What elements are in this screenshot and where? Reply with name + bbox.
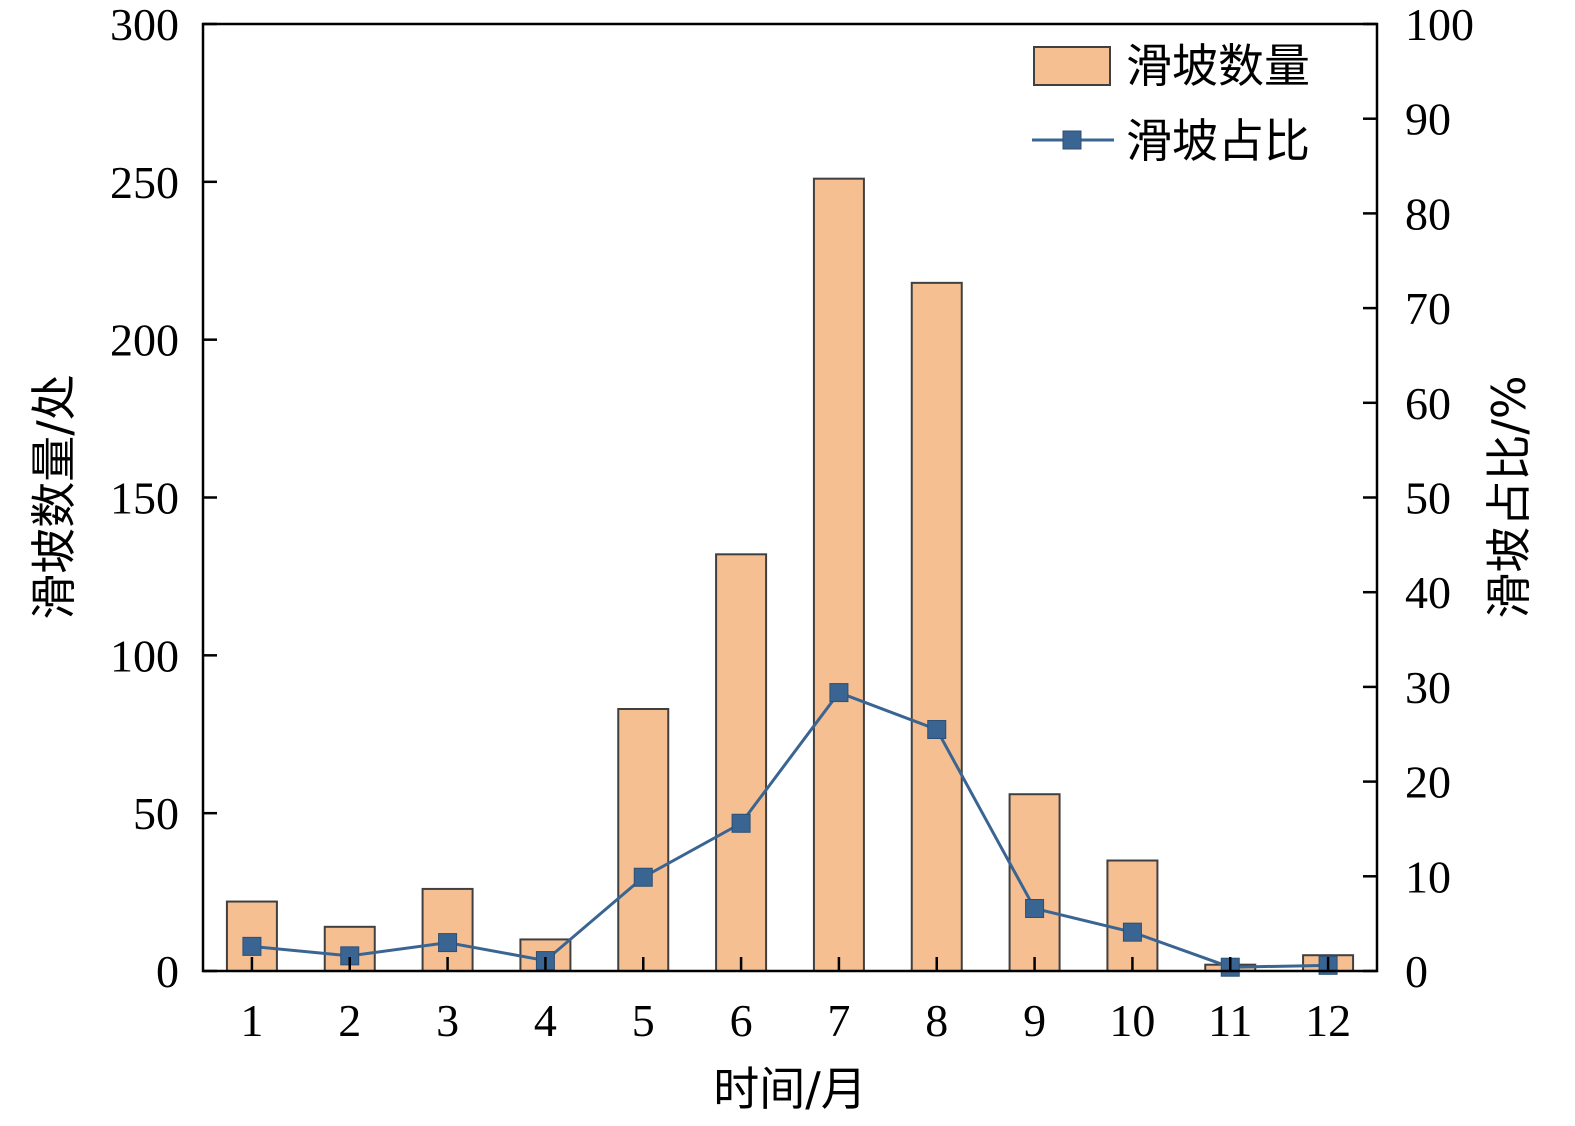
right-tick-label: 10 [1405, 851, 1451, 902]
bars-layer [225, 177, 1355, 973]
ratio-line [251, 690, 1329, 969]
ratio-point-month-5 [633, 867, 653, 887]
ratio-point-month-3 [438, 933, 458, 953]
x-tick-label-1: 1 [240, 995, 263, 1046]
x-tick-label-9: 9 [1023, 995, 1046, 1046]
bar-month-7 [812, 177, 865, 972]
left-tick-label: 250 [110, 157, 179, 208]
right-tick-label: 100 [1405, 0, 1474, 50]
x-tick-label-4: 4 [534, 995, 557, 1046]
right-tick-label: 70 [1405, 283, 1451, 334]
right-tick-label: 40 [1405, 567, 1451, 618]
x-tick-label-6: 6 [730, 995, 753, 1046]
bar-month-5 [617, 707, 670, 972]
bar-month-10 [1106, 859, 1159, 972]
left-tick-label: 100 [110, 630, 179, 681]
left-tick-label: 300 [110, 0, 179, 50]
left-axis: 0 50 100 150 200 250 300 [110, 0, 217, 997]
x-tick-label-7: 7 [827, 995, 850, 1046]
bar-month-6 [715, 553, 768, 972]
x-tick-label-5: 5 [632, 995, 655, 1046]
legend-swatch-marker [1062, 130, 1082, 150]
right-tick-label: 20 [1405, 757, 1451, 808]
right-axis: 0 10 20 30 40 50 60 70 80 90 100 [1363, 0, 1474, 997]
x-tick-label-3: 3 [436, 995, 459, 1046]
right-tick-label: 80 [1405, 188, 1451, 239]
x-tick-label-8: 8 [925, 995, 948, 1046]
ratio-point-month-6 [731, 813, 751, 833]
right-tick-label: 0 [1405, 946, 1428, 997]
ratio-point-month-9 [1025, 898, 1045, 918]
ratio-point-month-8 [927, 720, 947, 740]
bar-month-9 [1008, 793, 1061, 973]
legend-label-line: 滑坡占比 [1126, 114, 1310, 168]
right-tick-label: 60 [1405, 378, 1451, 429]
left-tick-label: 0 [156, 946, 179, 997]
left-tick-label: 150 [110, 473, 179, 524]
right-tick-label: 90 [1405, 94, 1451, 145]
x-axis-title: 时间/月 [713, 1062, 867, 1116]
x-tick-label-11: 11 [1208, 995, 1252, 1046]
left-axis-title: 滑坡数量/处 [27, 374, 81, 620]
left-tick-label: 50 [133, 788, 179, 839]
legend-label-bars: 滑坡数量 [1126, 39, 1310, 93]
x-axis: 1 2 3 4 5 6 7 8 9 10 11 12 [240, 957, 1351, 1046]
right-tick-label: 30 [1405, 662, 1451, 713]
right-axis-title: 滑坡占比/% [1482, 375, 1536, 618]
legend: 滑坡数量 滑坡占比 [1032, 39, 1310, 168]
ratio-point-month-10 [1122, 922, 1142, 942]
bar-month-8 [910, 281, 963, 972]
line-layer [242, 683, 1338, 977]
right-tick-label: 50 [1405, 473, 1451, 524]
x-tick-label-2: 2 [338, 995, 361, 1046]
ratio-point-month-7 [829, 683, 849, 703]
x-tick-label-10: 10 [1109, 995, 1155, 1046]
legend-swatch-bars [1033, 46, 1111, 86]
x-tick-label-12: 12 [1305, 995, 1351, 1046]
left-tick-label: 200 [110, 315, 179, 366]
ratio-point-month-1 [242, 936, 262, 956]
